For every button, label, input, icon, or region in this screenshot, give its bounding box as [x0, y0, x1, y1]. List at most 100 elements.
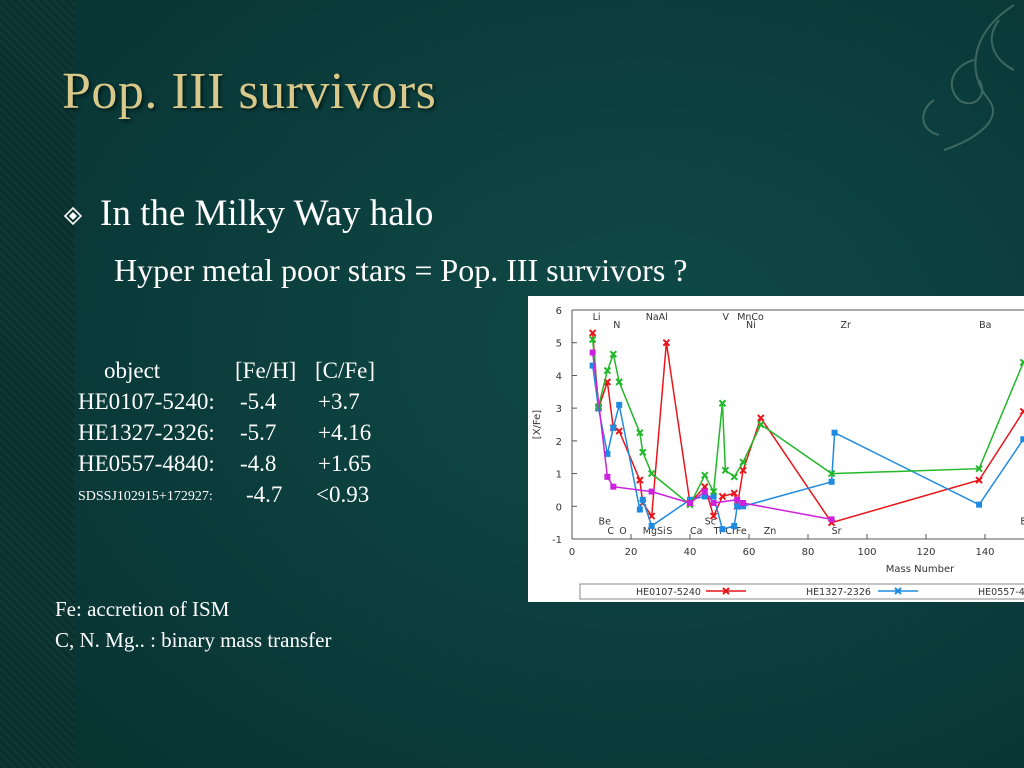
- slide-title: Pop. III survivors: [62, 63, 437, 120]
- element-label: N: [613, 320, 620, 331]
- data-point: [976, 501, 983, 508]
- data-point: [589, 349, 596, 356]
- legend-label: HE0107-5240: [636, 587, 701, 598]
- element-label: Be: [599, 516, 612, 527]
- x-tick-label: 0: [569, 547, 575, 558]
- floral-ornament-icon: [922, 4, 1015, 151]
- note-cnmg: C, N. Mg.. : binary mass transfer: [55, 628, 332, 652]
- data-point: [831, 429, 838, 436]
- element-label: C: [607, 526, 614, 537]
- data-point: [709, 487, 718, 496]
- data-point: [701, 493, 708, 500]
- element-label: Eu: [1020, 516, 1024, 527]
- data-point: [701, 471, 709, 479]
- row-feh: -4.8: [240, 451, 277, 476]
- subline-text: Hyper metal poor stars = Pop. III surviv…: [114, 252, 688, 288]
- row-cfe: <0.93: [316, 482, 370, 507]
- x-tick-label: 80: [802, 547, 815, 558]
- legend-label: HE1327-2326: [806, 587, 871, 598]
- data-point: [975, 464, 983, 473]
- data-point: [616, 401, 623, 408]
- y-tick-label: 5: [556, 339, 562, 350]
- data-point: [710, 500, 717, 507]
- data-point: [710, 493, 717, 500]
- data-point: [734, 503, 741, 510]
- element-label: Zn: [764, 526, 777, 537]
- y-tick-label: 1: [556, 470, 562, 481]
- x-axis-label: Mass Number: [886, 564, 955, 575]
- y-tick-label: 6: [556, 306, 562, 317]
- data-point: [610, 483, 617, 490]
- data-point: [1019, 407, 1024, 416]
- decorative-left-band: [0, 0, 75, 768]
- data-point: [740, 500, 747, 507]
- data-point: [662, 339, 671, 347]
- element-label: NaAl: [646, 312, 668, 323]
- header-feh: [Fe/H]: [235, 358, 297, 383]
- element-label: Ba: [979, 320, 991, 331]
- y-tick-label: 4: [556, 371, 562, 382]
- data-point: [721, 466, 730, 475]
- row-cfe: +4.16: [318, 420, 372, 445]
- data-point: [718, 492, 727, 501]
- element-label: MnCo: [737, 312, 764, 323]
- row-feh: -4.7: [246, 482, 283, 507]
- data-point: [701, 488, 708, 495]
- legend-box: [579, 583, 1024, 600]
- element-label: Zr: [840, 320, 851, 331]
- data-point: [709, 512, 718, 520]
- data-point: [648, 522, 655, 529]
- data-point: [636, 506, 643, 513]
- data-point: [615, 427, 623, 435]
- x-tick-label: 20: [625, 547, 638, 558]
- element-label: Ti: [713, 526, 722, 537]
- data-point: [687, 496, 693, 503]
- row-object: HE0107-5240:: [78, 389, 215, 414]
- data-point: [588, 335, 597, 344]
- data-point: [731, 522, 738, 529]
- element-label: CrFe: [725, 526, 746, 537]
- note-fe: Fe: accretion of ISM: [55, 597, 230, 621]
- data-point: [647, 469, 656, 478]
- data-point: [739, 466, 747, 475]
- data-point: [757, 414, 765, 422]
- data-point: [828, 478, 835, 485]
- element-label: Sr: [832, 526, 842, 537]
- diamond-bullet-icon: [64, 206, 82, 225]
- data-point: [827, 469, 836, 478]
- data-point: [1020, 436, 1024, 443]
- data-point: [648, 488, 655, 495]
- data-point: [636, 428, 644, 437]
- data-point: [615, 378, 623, 386]
- x-tick-label: 140: [975, 547, 994, 558]
- data-point: [757, 420, 765, 429]
- abundance-chart: -1 0 1 2 3 4 5 6 0 20 40 60 80 100 120 140 Mass Number [X…: [528, 296, 1024, 602]
- data-point: [730, 473, 738, 481]
- row-cfe: +3.7: [318, 389, 360, 414]
- row-object: HE1327-2326:: [78, 420, 215, 445]
- notes: Fe: accretion of ISM C, N. Mg.. : binary…: [55, 594, 331, 656]
- data-point: [730, 489, 738, 497]
- series-line: [591, 339, 1024, 506]
- row-feh: -5.4: [240, 389, 277, 414]
- element-label: Ni: [746, 320, 756, 331]
- legend-label: HE0557-4840: [978, 587, 1024, 598]
- data-point: [639, 448, 647, 457]
- data-point: [639, 496, 646, 503]
- header-cfe: [C/Fe]: [315, 358, 376, 383]
- element-label: S: [666, 526, 672, 537]
- element-label: Li: [593, 312, 601, 323]
- x-tick-label: 40: [684, 547, 697, 558]
- data-point: [739, 458, 747, 466]
- row-cfe: +1.65: [318, 451, 372, 476]
- data-point: [603, 366, 612, 375]
- data-point: [609, 350, 618, 358]
- y-tick-label: 2: [556, 437, 562, 448]
- header-object: object: [104, 358, 161, 383]
- data-point: [718, 399, 727, 407]
- data-point: [740, 503, 747, 510]
- row-feh: -5.7: [240, 420, 277, 445]
- row-object: HE0557-4840:: [78, 451, 215, 476]
- y-tick-label: 3: [556, 404, 562, 415]
